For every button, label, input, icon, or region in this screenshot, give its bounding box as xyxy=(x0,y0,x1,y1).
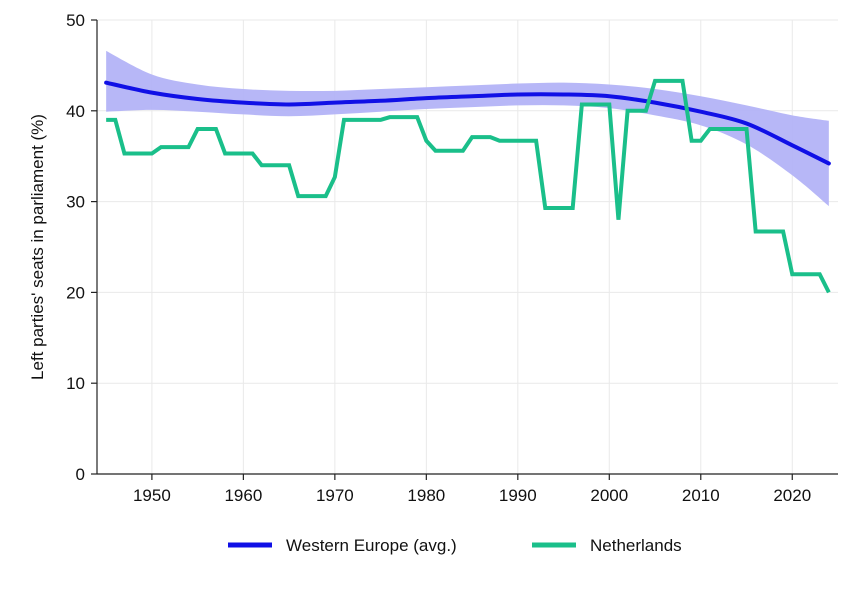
confidence-band-western-europe xyxy=(106,50,829,207)
axis-layer: 0 10 20 30 40 50 1950 1960 1970 1980 1990 2000 2010 2… xyxy=(66,11,838,505)
confidence-band-layer xyxy=(106,50,829,207)
x-tick-label: 2010 xyxy=(682,486,720,505)
x-tick-label: 2020 xyxy=(773,486,811,505)
y-tick-label: 50 xyxy=(66,11,85,30)
y-axis-title: Left parties' seats in parliament (%) xyxy=(28,114,47,380)
x-tick-label: 1980 xyxy=(407,486,445,505)
x-tick-label: 1990 xyxy=(499,486,537,505)
series-line-western-europe xyxy=(104,80,831,166)
x-tick-label: 2000 xyxy=(590,486,628,505)
series-line-netherlands xyxy=(106,78,831,294)
y-tick-label: 10 xyxy=(66,374,85,393)
x-tick-label: 1950 xyxy=(133,486,171,505)
y-tick-label: 20 xyxy=(66,283,85,302)
y-tick-label: 40 xyxy=(66,102,85,121)
legend-label-netherlands: Netherlands xyxy=(590,536,682,555)
series-layer xyxy=(104,78,831,294)
y-tick-label: 30 xyxy=(66,193,85,212)
legend: Western Europe (avg.) Netherlands xyxy=(228,536,682,555)
legend-label-western-europe: Western Europe (avg.) xyxy=(286,536,457,555)
y-tick-label: 0 xyxy=(76,465,85,484)
x-tick-label: 1960 xyxy=(224,486,262,505)
x-tick-label: 1970 xyxy=(316,486,354,505)
